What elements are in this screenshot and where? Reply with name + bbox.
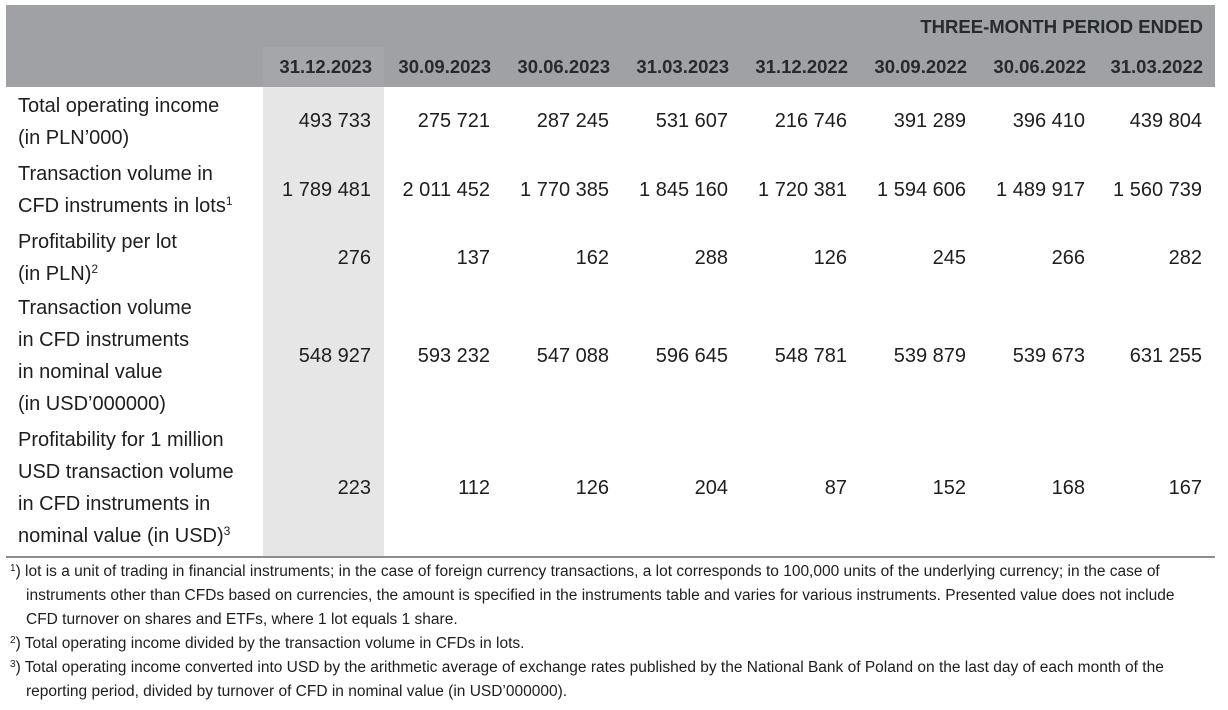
table-cell: 216 746 [774,110,847,132]
row-label-line: Profitability per lot [18,231,177,253]
table-row: Total operating income (in PLN’000) 493 73… [6,87,1215,156]
financial-table-container: THREE-MONTH PERIOD ENDED 31.12.2023 30.0… [6,5,1216,558]
table-cell: 275 721 [417,110,490,132]
header-row-period: THREE-MONTH PERIOD ENDED [6,5,1216,47]
footnotes: 1) lot is a unit of trading in financial… [10,560,1200,704]
column-header: 31.03.2022 [1110,56,1204,77]
table-cell: 204 [622,420,741,558]
footnote-marker: 1 [225,194,233,208]
row-label-line: in nominal value [18,361,163,383]
table-cell: 168 [979,420,1098,558]
table-cell: 539 673 [1012,344,1085,367]
header-row-dates: 31.12.2023 30.09.2023 30.06.2023 31.03.2… [6,47,1216,87]
column-header: 31.12.2022 [755,56,848,77]
table-cell: 137 [456,246,490,269]
table-cell: 162 [575,246,609,269]
period-title: THREE-MONTH PERIOD ENDED [920,16,1204,37]
table-cell: 1 594 606 [877,178,966,201]
table-cell: 287 245 [536,110,609,132]
row-label-line: Profitability for 1 million [18,429,224,451]
row-label: Total operating income (in PLN’000) [6,87,263,156]
footnote-1: 1) lot is a unit of trading in financial… [10,563,1175,628]
table-cell: 631 255 [1129,344,1203,367]
table-cell: 2 011 452 [402,178,491,201]
row-label: Transaction volume in CFD instruments in n… [6,292,263,420]
table-row: Profitability per lot (in PLN)2 276 137 162 2… [6,224,1215,292]
column-header: 30.09.2022 [874,56,967,77]
table-cell: 548 781 [774,344,847,367]
row-label-line: nominal value (in USD)3 [18,524,231,547]
table-row: Profitability for 1 million USD transacti… [6,420,1216,558]
table-cell: 87 [741,420,860,558]
row-label-line: CFD instruments in lots1 [18,194,233,217]
row-label: Transaction volume in CFD instruments in … [6,156,263,224]
table-row: Transaction volume in CFD instruments in … [6,156,1215,224]
table-cell: 1 789 481 [263,156,384,224]
footnote-2: 2) Total operating income divided by the… [10,635,525,652]
quarterly-data-table: THREE-MONTH PERIOD ENDED 31.12.2023 30.0… [6,5,1216,558]
table-cell: 126 [813,246,847,269]
table-cell: 593 232 [417,344,490,367]
column-header: 30.06.2022 [993,56,1086,77]
footnote-3: 3) Total operating income converted into… [10,659,1164,700]
column-header: 30.06.2023 [517,56,610,77]
row-label-line: Transaction volume [18,297,192,319]
row-label-line: in CFD instruments in [18,493,211,515]
row-label-line: Total operating income [18,94,220,117]
table-cell: 152 [860,420,979,558]
row-label-line: (in PLN)2 [18,262,99,285]
column-header: 31.12.2023 [263,47,384,87]
footnote-marker: 2 [91,262,99,276]
table-cell: 539 879 [893,344,966,367]
table-cell: 596 645 [655,344,728,367]
table-cell: 531 607 [655,110,728,132]
column-header: 31.03.2023 [636,56,729,77]
table-cell: 493 733 [263,87,384,156]
table-cell: 391 289 [893,110,966,132]
row-label: Profitability per lot (in PLN)2 [6,224,263,292]
table-row: Transaction volume in CFD instruments in n… [6,292,1215,420]
row-label-line: Transaction volume in [18,163,213,185]
column-header: 30.09.2023 [398,56,491,77]
table-cell: 112 [384,420,503,558]
table-cell: 276 [263,224,384,292]
table-cell: 396 410 [1012,110,1085,132]
table-cell: 1 489 917 [996,178,1085,201]
row-label-line: USD transaction volume [18,461,234,483]
table-cell: 288 [694,246,728,269]
table-cell: 548 927 [263,292,384,420]
table-cell: 1 845 160 [639,178,728,201]
row-label: Profitability for 1 million USD transacti… [6,420,263,558]
table-cell: 282 [1168,246,1203,269]
table-cell: 1 770 385 [520,178,609,201]
table-cell: 547 088 [536,344,609,367]
table-cell: 439 804 [1129,110,1203,132]
table-cell: 223 [263,420,384,558]
table-cell: 1 720 381 [758,178,847,201]
table-cell: 167 [1098,420,1216,558]
table-cell: 266 [1051,246,1085,269]
table-cell: 245 [932,246,966,269]
table-cell: 1 560 739 [1113,178,1203,201]
table-cell: 126 [503,420,622,558]
footnote-marker: 3 [223,524,231,538]
row-label-line: (in USD’000000) [18,393,166,415]
row-label-line: in CFD instruments [18,329,190,351]
row-label-line: (in PLN’000) [18,126,130,149]
